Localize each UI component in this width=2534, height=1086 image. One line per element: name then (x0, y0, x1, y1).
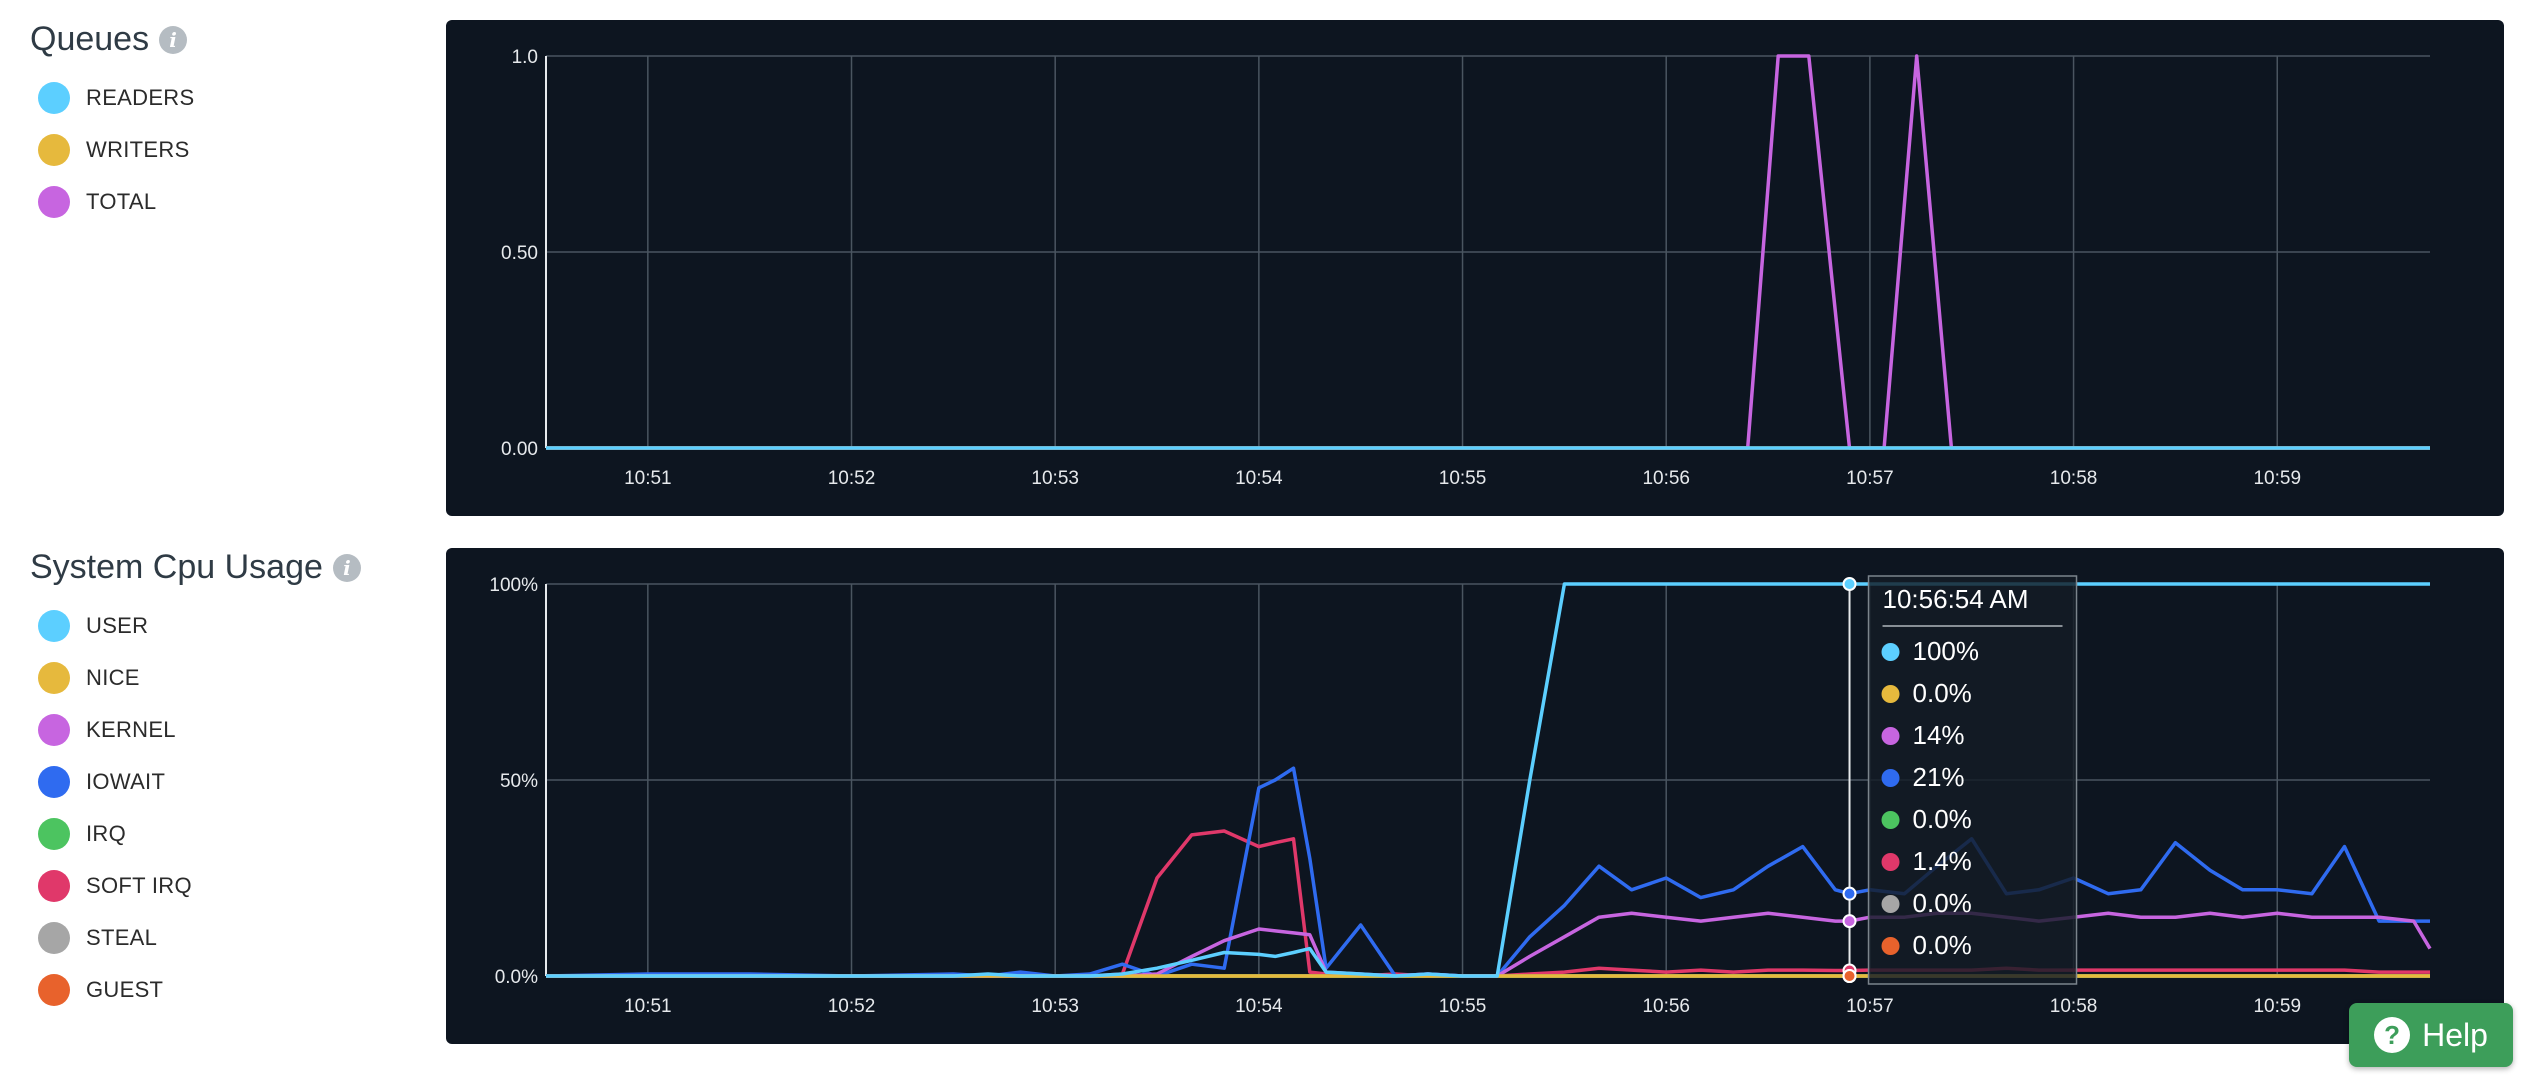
tooltip-value: 1.4% (1913, 846, 1972, 876)
legend-item-total[interactable]: TOTAL (38, 176, 194, 228)
cpu-chart: 0.0% 50% 100% 10:51 10:52 10:53 10:54 10:55 10:5… (446, 548, 2504, 1044)
x-tick-label: 10:58 (2050, 996, 2098, 1017)
legend-label: STEAL (86, 925, 158, 950)
series-line-soft-irq (546, 829, 2430, 978)
y-tick-label: 0.00 (501, 439, 538, 460)
y-tick-label: 0.0% (495, 967, 538, 988)
panel-title-queues: Queues i (30, 20, 188, 59)
panel-title-text: Queues (30, 20, 150, 58)
x-tick-label: 10:54 (1235, 996, 1283, 1017)
x-tick-label: 10:53 (1031, 468, 1079, 489)
legend-label: TOTAL (86, 189, 157, 214)
x-tick-label: 10:53 (1031, 996, 1079, 1017)
tooltip-time: 10:56:54 AM (1883, 584, 2029, 614)
legend-swatch (38, 922, 70, 954)
legend-swatch (38, 82, 70, 114)
info-icon[interactable]: i (332, 553, 361, 582)
x-tick-label: 10:57 (1846, 996, 1894, 1017)
legend-swatch (38, 610, 70, 642)
legend-swatch (38, 974, 70, 1006)
tooltip-value: 0.0% (1913, 804, 1972, 834)
tooltip-value: 14% (1913, 720, 1965, 750)
tooltip-value: 21% (1913, 762, 1965, 792)
help-icon: ? (2374, 1017, 2411, 1053)
legend-label: READERS (86, 85, 195, 110)
cpu-legend: USER NICE KERNEL IOWAIT IRQ SOFT IRQ STEAL GUES… (38, 600, 192, 1016)
legend-swatch (38, 766, 70, 798)
x-tick-label: 10:52 (828, 996, 876, 1017)
y-tick-label: 100% (489, 575, 538, 596)
legend-swatch (38, 714, 70, 746)
legend-swatch (38, 134, 70, 166)
legend-label: WRITERS (86, 137, 190, 162)
x-tick-label: 10:57 (1846, 468, 1894, 489)
legend-swatch (38, 818, 70, 850)
queues-chart-svg: 0.00 0.50 1.0 10:51 10:52 10:53 10:54 10:55 10:5… (501, 47, 2430, 489)
queues-chart: 0.00 0.50 1.0 10:51 10:52 10:53 10:54 10:55 10:5… (446, 20, 2504, 516)
tooltip-swatch (1881, 685, 1900, 703)
y-tick-label: 50% (500, 771, 538, 792)
x-tick-label: 10:54 (1235, 468, 1283, 489)
legend-swatch (38, 186, 70, 218)
x-tick-label: 10:55 (1439, 468, 1487, 489)
x-tick-label: 10:51 (624, 996, 672, 1017)
series-line-user (546, 582, 2430, 978)
tooltip-value: 0.0% (1913, 930, 1972, 960)
info-icon[interactable]: i (159, 25, 188, 54)
y-tick-label: 1.0 (512, 47, 538, 68)
legend-item-irq[interactable]: IRQ (38, 808, 192, 860)
legend-swatch (38, 662, 70, 694)
legend-swatch (38, 870, 70, 902)
panel-title-cpu: System Cpu Usage i (30, 548, 361, 587)
legend-item-steal[interactable]: STEAL (38, 912, 192, 964)
x-tick-label: 10:56 (1642, 996, 1690, 1017)
legend-label: IRQ (86, 821, 127, 846)
tooltip-value: 0.0% (1913, 678, 1972, 708)
legend-item-readers[interactable]: READERS (38, 72, 194, 124)
x-tick-label: 10:55 (1439, 996, 1487, 1017)
tooltip-swatch (1881, 643, 1900, 661)
legend-item-guest[interactable]: GUEST (38, 964, 192, 1016)
panel-title-text: System Cpu Usage (30, 548, 323, 586)
x-tick-label: 10:58 (2050, 468, 2098, 489)
legend-item-soft-irq[interactable]: SOFT IRQ (38, 860, 192, 912)
legend-item-writers[interactable]: WRITERS (38, 124, 194, 176)
legend-label: USER (86, 613, 149, 638)
tooltip-swatch (1881, 727, 1900, 745)
x-tick-label: 10:59 (2253, 468, 2301, 489)
tooltip-box (1867, 575, 2078, 985)
legend-label: IOWAIT (86, 769, 166, 794)
y-tick-label: 0.50 (501, 243, 538, 264)
crosshair-point (1842, 914, 1857, 929)
legend-item-nice[interactable]: NICE (38, 652, 192, 704)
tooltip-value: 0.0% (1913, 888, 1972, 918)
x-tick-label: 10:56 (1642, 468, 1690, 489)
crosshair-point (1842, 886, 1857, 901)
help-label: Help (2422, 1016, 2488, 1053)
legend-item-user[interactable]: USER (38, 600, 192, 652)
help-button[interactable]: ? Help (2349, 1003, 2513, 1067)
tooltip-swatch (1881, 895, 1900, 913)
legend-label: KERNEL (86, 717, 176, 742)
tooltip-swatch (1881, 811, 1900, 829)
legend-item-iowait[interactable]: IOWAIT (38, 756, 192, 808)
cpu-chart-svg: 0.0% 50% 100% 10:51 10:52 10:53 10:54 10:55 10:5… (489, 575, 2432, 1017)
x-tick-label: 10:52 (828, 468, 876, 489)
tooltip-swatch (1881, 853, 1900, 871)
series-line-kernel (546, 911, 2432, 978)
legend-label: NICE (86, 665, 140, 690)
legend-label: GUEST (86, 977, 164, 1002)
tooltip-value: 100% (1913, 636, 1980, 666)
crosshair-point (1842, 577, 1857, 591)
legend-item-kernel[interactable]: KERNEL (38, 704, 192, 756)
x-tick-label: 10:59 (2253, 996, 2301, 1017)
x-tick-label: 10:51 (624, 468, 672, 489)
tooltip-swatch (1881, 769, 1900, 787)
tooltip-swatch (1881, 937, 1900, 955)
series-line-iowait (545, 766, 2430, 978)
crosshair-point (1842, 969, 1857, 983)
legend-label: SOFT IRQ (86, 873, 192, 898)
queues-legend: READERS WRITERS TOTAL (38, 72, 194, 228)
